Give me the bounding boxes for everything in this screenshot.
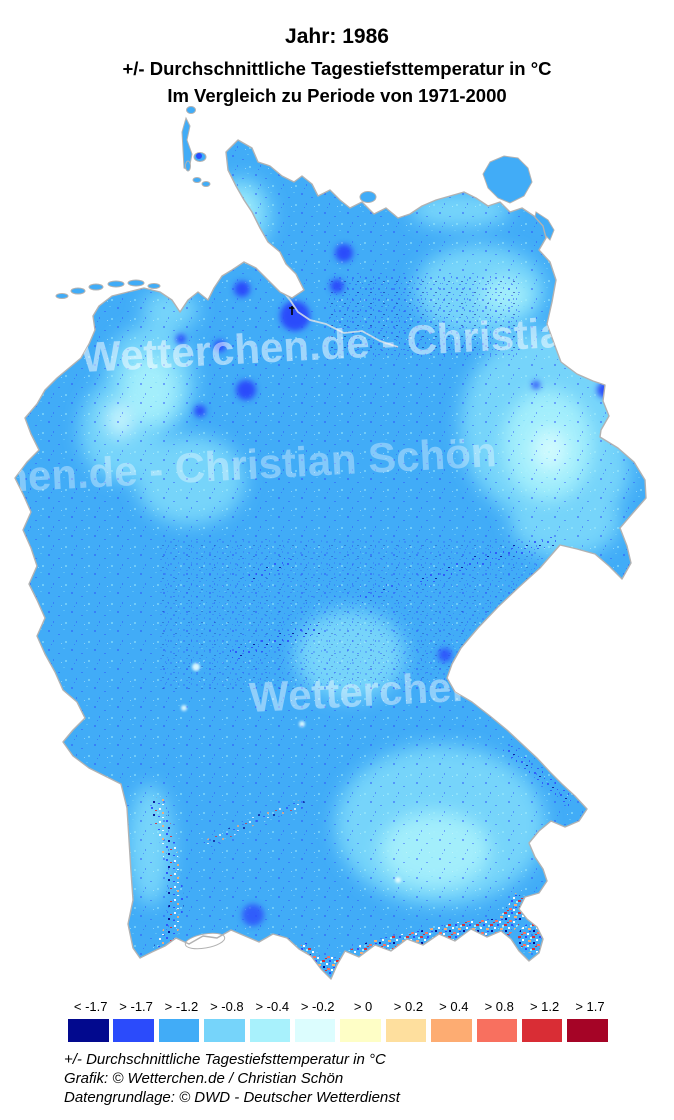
legend-swatch [68, 1019, 109, 1042]
swabian-alb-ridge [202, 798, 307, 850]
legend-swatch [113, 1019, 154, 1042]
legend-swatches-row [68, 1019, 628, 1042]
legend-label: > -1.2 [164, 999, 199, 1014]
legend-swatch [340, 1019, 381, 1042]
legend-label: > 1.2 [529, 999, 560, 1014]
legend-label: > 0.4 [439, 999, 469, 1014]
caption-datasource: Datengrundlage: © DWD - Deutscher Wetter… [64, 1089, 400, 1106]
island-east-frisian-4 [107, 280, 125, 288]
island-east-frisian-3 [88, 283, 104, 291]
caption-block: +/- Durchschnittliche Tagestiefsttempera… [64, 1050, 400, 1107]
legend-label: > 0.8 [484, 999, 514, 1014]
schwarzwald-ridge [148, 796, 184, 955]
legend-label: > -0.8 [210, 999, 244, 1014]
island-east-frisian-6 [147, 283, 161, 289]
page-title: Jahr: 1986 [285, 25, 389, 48]
island-top-islet [186, 106, 196, 114]
legend-label: > -0.2 [300, 999, 335, 1014]
legend-label: > 0.2 [393, 999, 424, 1014]
north-speckle-cluster [330, 275, 520, 355]
island-pellworm [192, 177, 202, 183]
legend-swatch [249, 1019, 291, 1042]
island-east-frisian-2 [70, 287, 86, 295]
legend-swatch [385, 1019, 427, 1042]
caption-variable: +/- Durchschnittliche Tagestiefsttempera… [64, 1051, 386, 1068]
page-subtitle-2: Im Vergleich zu Periode von 1971-2000 [167, 85, 507, 106]
legend-label: > 0 [353, 999, 373, 1014]
island-nordstrand [201, 181, 211, 187]
legend-label: < -1.7 [73, 999, 108, 1014]
legend-swatch [431, 1019, 472, 1042]
island-east-frisian-5 [127, 279, 145, 287]
station-mark [289, 306, 295, 315]
legend-labels-row: < -1.7 > -1.7 > -1.2 > -0.8 > -0.4 > -0.… [68, 999, 628, 1014]
legend-swatch [294, 1019, 336, 1042]
cold-anomaly-blobs [176, 244, 613, 926]
mountain-ridges [148, 535, 576, 955]
legend-label: > -1.7 [119, 999, 153, 1014]
caption-credit: Grafik: © Wetterchen.de / Christian Schö… [64, 1070, 344, 1087]
legend-swatch [521, 1019, 563, 1042]
legend-label: > 1.7 [575, 999, 605, 1014]
island-fehmarn [359, 191, 377, 203]
legend-swatch [204, 1019, 245, 1042]
legend-swatch [567, 1019, 608, 1042]
legend-swatch [476, 1019, 518, 1042]
legend-label: > -0.4 [255, 999, 290, 1014]
page-subtitle-1: +/- Durchschnittliche Tagestiefsttempera… [122, 58, 552, 79]
islands [55, 106, 555, 299]
island-ruegen [482, 155, 533, 204]
island-foehr-dark-patch [196, 153, 202, 159]
legend-swatch [158, 1019, 200, 1042]
island-east-frisian-1 [55, 293, 69, 299]
color-legend: < -1.7 > -1.7 > -1.2 > -0.8 > -0.4 > -0.… [68, 999, 628, 1042]
island-amrum [185, 160, 191, 172]
